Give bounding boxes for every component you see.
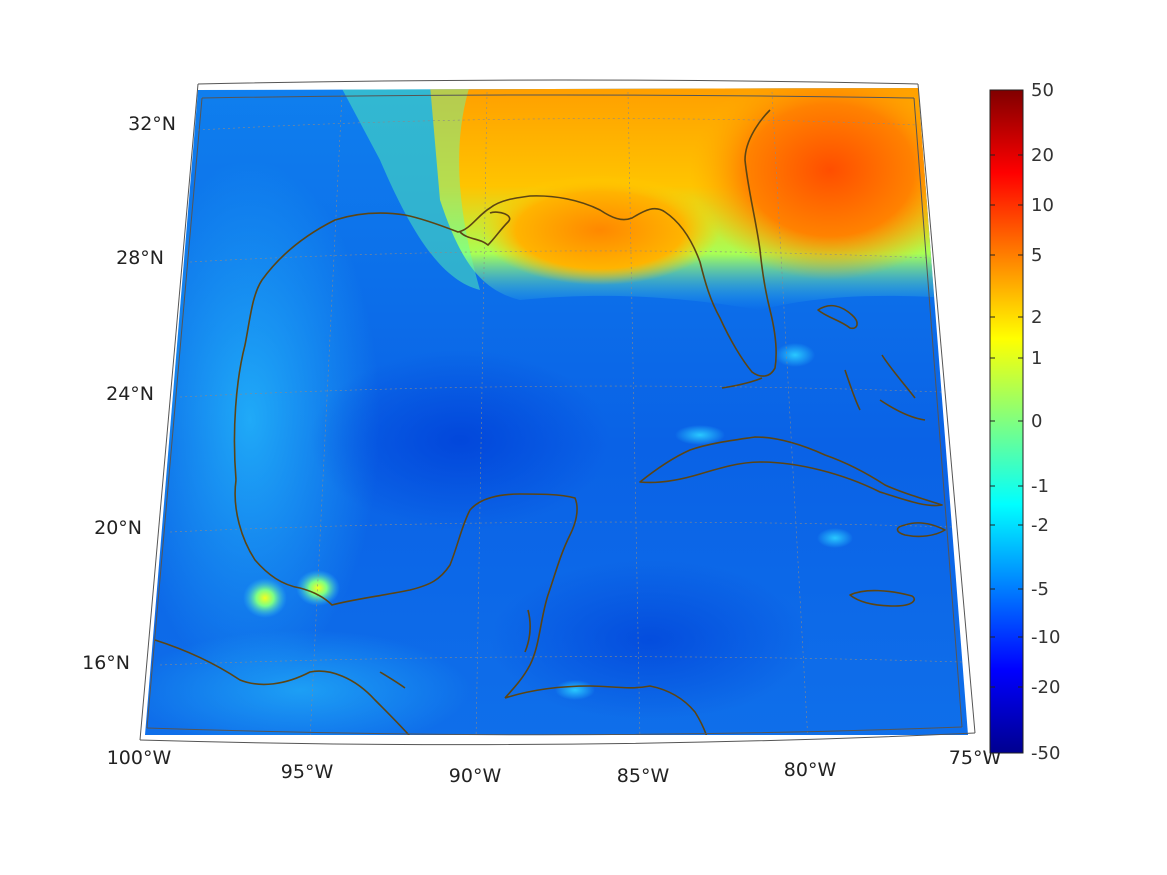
graticule-grid [159, 91, 963, 735]
lat-label-32: 32°N [128, 113, 176, 135]
colorbar-tick-label: -1 [1031, 476, 1049, 497]
lon-label-90w: 90°W [449, 765, 502, 787]
colorbar-tick-label: 0 [1031, 411, 1042, 432]
lon-label-85w: 85°W [617, 765, 670, 787]
lon-label-80w: 80°W [784, 759, 837, 781]
lon-label-95w: 95°W [281, 761, 334, 783]
latitude-labels: 32°N 28°N 24°N 20°N 16°N [82, 113, 176, 674]
lon-label-75w: 75°W [949, 747, 1002, 769]
colorbar-tick-label: -2 [1031, 515, 1049, 536]
lat-label-16: 16°N [82, 652, 130, 674]
colorbar-tick-label: -5 [1031, 579, 1049, 600]
colorbar-tick-label: 5 [1031, 245, 1042, 266]
lat-label-24: 24°N [106, 383, 154, 405]
colorbar-tick-label: 2 [1031, 307, 1042, 328]
lon-label-100w: 100°W [107, 747, 172, 769]
colorbar-tick-label: 50 [1031, 80, 1054, 101]
heatmap-field [145, 88, 968, 735]
colorbar-tick-label: -50 [1031, 743, 1060, 764]
colorbar-tick-label: 10 [1031, 195, 1054, 216]
lat-label-28: 28°N [116, 247, 164, 269]
map-frame [139, 79, 976, 746]
longitude-labels: 100°W 95°W 90°W 85°W 80°W 75°W [107, 747, 1002, 787]
colorbar-tick-label: -20 [1031, 677, 1060, 698]
colorbar-tick-label: 20 [1031, 145, 1054, 166]
colorbar-tick-label: -10 [1031, 627, 1060, 648]
lat-label-20: 20°N [94, 517, 142, 539]
coastline-layer [154, 109, 946, 735]
colorbar-gradient [989, 89, 1024, 754]
colorbar-tick-label: 1 [1031, 348, 1042, 369]
